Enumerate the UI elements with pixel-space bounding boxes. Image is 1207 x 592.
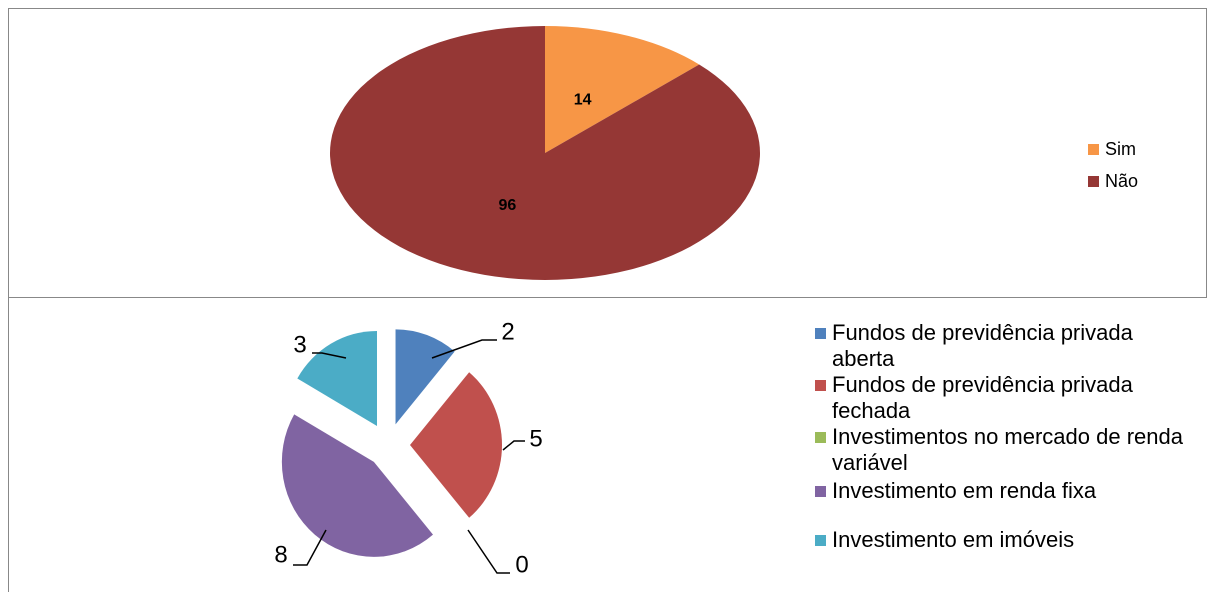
legend-label: Sim [1105,139,1136,159]
legend-swatch [815,485,826,497]
pie-slice [330,26,760,280]
legend-label: Investimento em renda fixa [832,478,1097,503]
data-label: 8 [274,541,287,568]
leader-line [293,529,327,566]
legend-label: Não [1105,171,1139,191]
legend-label: Investimentos no mercado de renda variáv… [832,424,1183,475]
pie-slice [545,26,700,153]
legend-swatch [815,379,826,391]
data-label: 2 [501,318,514,345]
legend-label: Investimento em imóveis [832,527,1075,552]
legend-entry: Fundos de previdência privada fechada [815,372,1195,424]
leader-line [502,440,525,451]
data-label: 5 [529,425,542,452]
legend-entry: Sim [1088,138,1198,160]
leader-line [431,339,497,359]
legend-swatch [1088,143,1099,155]
data-label: 14 [574,92,592,109]
legend-label: Fundos de previdência privada fechada [832,372,1133,423]
data-label: 0 [515,551,528,578]
legend-entry: Investimento em imóveis [815,527,1195,553]
legend-swatch [1088,175,1099,187]
pie-slice [395,329,455,425]
leader-line [467,529,510,574]
data-label: 3 [293,331,306,358]
legend-swatch [815,327,826,339]
leader-line [312,352,347,359]
data-label: 96 [498,197,516,214]
legend-entry: Fundos de previdência privada aberta [815,320,1195,372]
legend-label: Fundos de previdência privada aberta [832,320,1133,371]
legend-entry: Investimento em renda fixa [815,478,1195,504]
legend-swatch [815,431,826,443]
legend-swatch [815,534,826,546]
pie-slice [410,372,502,518]
pie-slice [297,330,377,426]
legend-entry: Não [1088,170,1198,192]
pie-slice [281,414,433,557]
legend-entry: Investimentos no mercado de renda variáv… [815,424,1195,476]
